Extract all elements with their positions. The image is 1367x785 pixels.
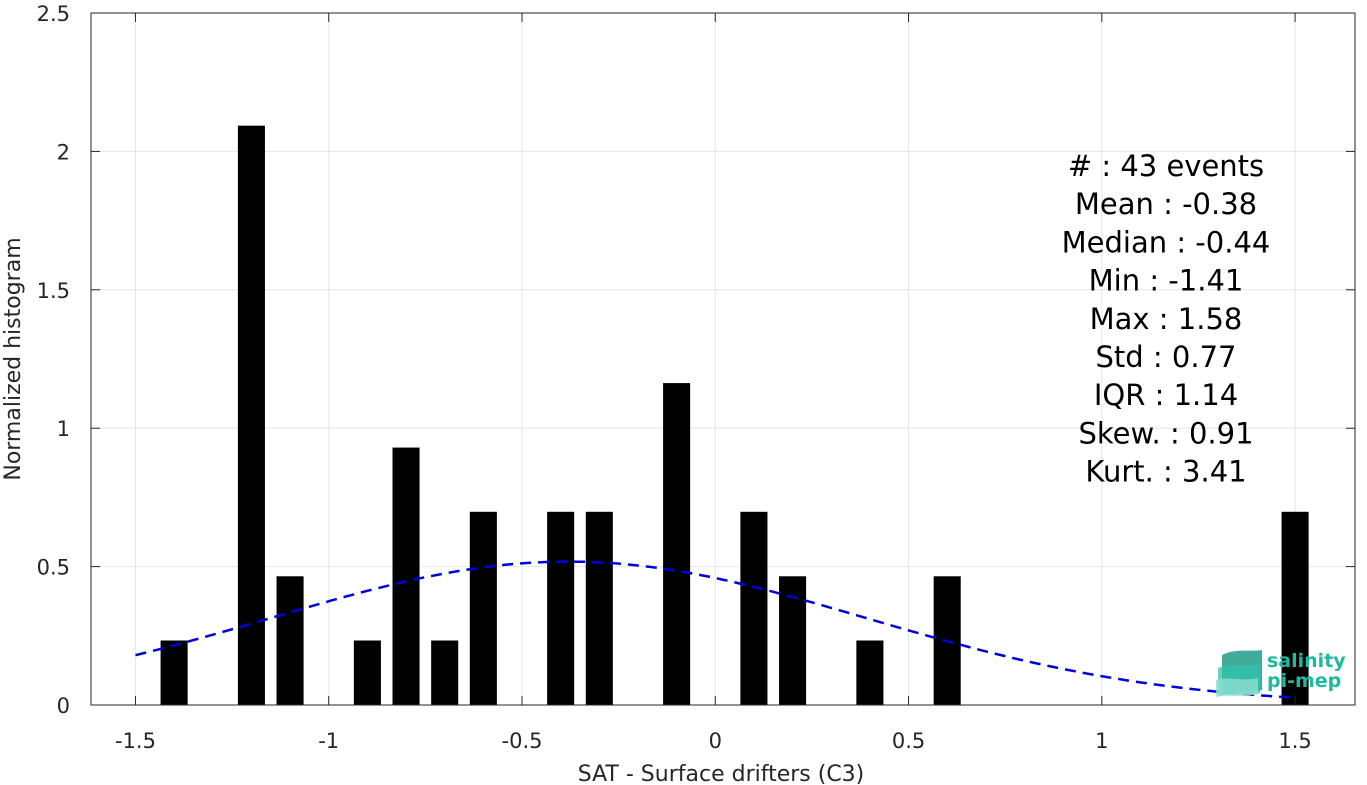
- x-tick-label: -1: [318, 729, 339, 753]
- stats-line: Kurt. : 3.41: [1085, 455, 1246, 489]
- histogram-bar: [779, 576, 807, 705]
- histogram-bar: [585, 511, 613, 705]
- x-tick-label: 1.5: [1278, 729, 1311, 753]
- histogram-bar: [663, 383, 691, 705]
- stats-line: IQR : 1.14: [1094, 378, 1238, 412]
- histogram-bar: [392, 447, 420, 705]
- histogram-bar: [160, 640, 188, 705]
- histogram-bar: [237, 125, 265, 706]
- histogram-bar: [740, 511, 768, 705]
- histogram-bar: [469, 511, 497, 705]
- histogram-bars: [160, 125, 1309, 706]
- statistics-annotation: # : 43 events Mean : -0.38 Median : -0.44 M…: [1062, 149, 1271, 489]
- y-tick-label: 1: [57, 417, 70, 441]
- y-tick-label: 1.5: [37, 279, 70, 303]
- x-tick-label: 0: [709, 729, 722, 753]
- histogram-bar: [547, 511, 575, 705]
- stats-line: Std : 0.77: [1096, 340, 1237, 374]
- logo-text-line2: pi-mep: [1267, 670, 1341, 692]
- y-axis-label: Normalized histogram: [1, 237, 26, 480]
- stats-line: Min : -1.41: [1089, 264, 1244, 298]
- y-tick-label: 2.5: [37, 2, 70, 26]
- stats-line: Max : 1.58: [1090, 302, 1243, 336]
- x-tick-label: 0.5: [892, 729, 925, 753]
- histogram-bar: [431, 640, 459, 705]
- y-tick-label: 0: [57, 694, 70, 718]
- wave-icon: [1216, 650, 1262, 697]
- x-axis-label: SAT - Surface drifters (C3): [578, 762, 865, 785]
- histogram-bar: [1281, 511, 1309, 705]
- axis-ticks: -1.5 -1 -0.5 0 0.5 1 1.5 0 0.5 1 1.5 2 2.5: [37, 2, 1355, 753]
- x-tick-label: 1: [1095, 729, 1108, 753]
- stats-line: Median : -0.44: [1062, 225, 1271, 259]
- gaussian-fit-curve: [135, 560, 1296, 699]
- stats-line: Mean : -0.38: [1075, 187, 1257, 221]
- axes-frame: [90, 12, 1356, 706]
- logo-text-line1: salinity: [1267, 650, 1346, 672]
- stats-line: # : 43 events: [1068, 149, 1264, 183]
- y-tick-label: 0.5: [37, 556, 70, 580]
- stats-line: Skew. : 0.91: [1078, 416, 1253, 450]
- histogram-bar: [276, 576, 304, 705]
- histogram-bar: [353, 640, 381, 705]
- x-tick-label: -0.5: [502, 729, 543, 753]
- histogram-bar: [856, 640, 884, 705]
- salinity-pi-mep-logo: salinity pi-mep: [1216, 650, 1346, 697]
- x-tick-label: -1.5: [115, 729, 156, 753]
- y-tick-label: 2: [57, 140, 70, 164]
